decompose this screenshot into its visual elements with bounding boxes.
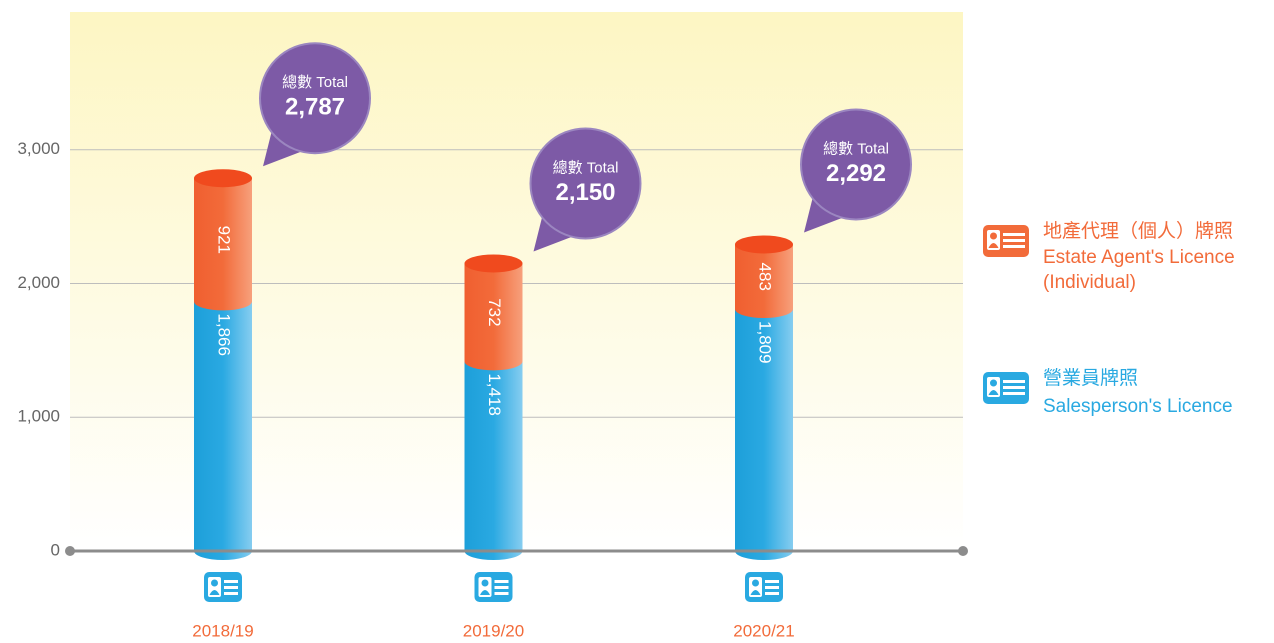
legend-label: 營業員牌照 xyxy=(1043,367,1138,389)
total-label: 2,292 xyxy=(826,160,886,187)
value-label: 1,866 xyxy=(215,313,234,356)
icon-body xyxy=(988,243,999,248)
legend-label: Estate Agent's Licence (Individual) xyxy=(1043,247,1235,293)
bar-segment xyxy=(735,309,793,560)
icon-body xyxy=(750,590,761,595)
total-caption: 總數 Total xyxy=(553,158,619,176)
value-label: 921 xyxy=(215,226,234,254)
icon-body xyxy=(209,590,220,595)
icon-head xyxy=(211,579,218,587)
total-label: 2,150 xyxy=(555,179,615,206)
icon-line xyxy=(494,586,509,589)
value-label: 1,418 xyxy=(485,373,504,416)
bar-top xyxy=(735,235,793,254)
bar-segment xyxy=(194,178,252,311)
legend-line: (Individual) xyxy=(1043,272,1136,293)
x-tick-label: 2019/20 xyxy=(463,621,524,640)
icon-line xyxy=(1003,380,1025,383)
icon-body xyxy=(480,590,490,595)
bubble xyxy=(259,42,371,155)
value-label: 1,809 xyxy=(756,321,775,364)
icon-line xyxy=(765,586,779,589)
icon-line xyxy=(1003,239,1025,242)
value-label: 483 xyxy=(756,263,775,291)
icon-line xyxy=(1003,245,1025,248)
icon-line xyxy=(765,592,779,595)
licence-icon xyxy=(474,572,513,602)
bar-top xyxy=(464,254,523,273)
icon-line xyxy=(224,580,238,583)
icon-line xyxy=(1003,392,1025,395)
icon-head xyxy=(990,379,997,387)
icon-line xyxy=(765,580,779,583)
bar-top xyxy=(194,169,252,188)
bar-segment xyxy=(194,301,252,560)
icon-line xyxy=(1003,386,1025,389)
icon-line xyxy=(1003,233,1025,236)
licence-icon xyxy=(745,572,783,602)
bar-segment xyxy=(735,244,793,319)
total-bubble: 總數 Total 2,292 xyxy=(800,108,912,233)
total-caption: 總數 Total xyxy=(282,73,348,91)
value-label: 732 xyxy=(485,298,504,326)
y-tick-label: 2,000 xyxy=(17,273,60,292)
x-tick-label: 2018/19 xyxy=(192,621,253,640)
licence-icon xyxy=(983,225,1029,257)
x-tick-label: 2020/21 xyxy=(733,621,794,640)
icon-head xyxy=(990,232,997,240)
y-tick-label: 3,000 xyxy=(17,139,60,158)
y-tick-label: 0 xyxy=(51,540,60,559)
bars: 1,866 921 總數 Total 2,787 2018/19 1,418 732 總數 T… xyxy=(192,42,912,640)
icon-body xyxy=(988,390,999,395)
licence-icon xyxy=(983,372,1029,404)
licence-icon xyxy=(204,572,242,602)
total-bubble: 總數 Total 2,150 xyxy=(529,127,642,252)
axis-dot xyxy=(958,546,968,556)
total-bubble: 總數 Total 2,787 xyxy=(259,42,371,167)
total-label: 2,787 xyxy=(285,94,345,121)
legend-line: Estate Agent's Licence xyxy=(1043,247,1235,268)
icon-head xyxy=(752,579,759,587)
total-caption: 總數 Total xyxy=(823,139,889,157)
legend: 營業員牌照 Salesperson's Licence 地產代理（個人）牌照 Esta… xyxy=(983,220,1235,417)
icon-line xyxy=(224,586,238,589)
icon-line xyxy=(494,592,509,595)
bar-segment xyxy=(464,263,523,371)
bubble xyxy=(800,108,912,221)
bubble xyxy=(529,127,642,240)
icon-line xyxy=(494,580,509,583)
legend-label: Salesperson's Licence xyxy=(1043,396,1233,417)
icon-line xyxy=(224,592,238,595)
axis-dot xyxy=(65,546,75,556)
icon-head xyxy=(481,579,489,587)
y-tick-label: 1,000 xyxy=(17,407,60,426)
legend-label: 地產代理（個人）牌照 xyxy=(1043,220,1233,242)
bar-segment xyxy=(464,361,523,560)
